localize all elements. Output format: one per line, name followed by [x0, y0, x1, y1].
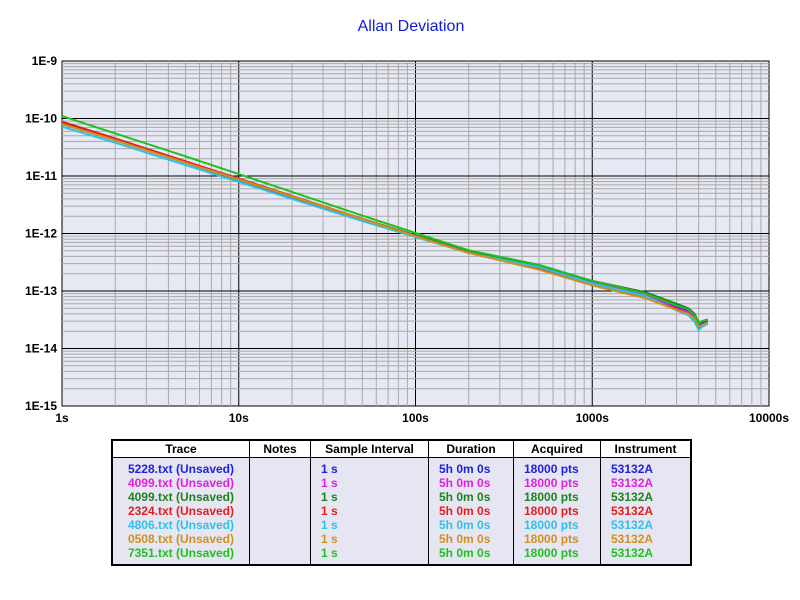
legend-interval-cell: 1 s	[310, 546, 429, 565]
legend-body: 5228.txt (Unsaved) 1 s 5h 0m 0s 18000 pts 53…	[112, 457, 691, 565]
series-line-4	[61, 125, 709, 331]
legend-row: 4099.txt (Unsaved) 1 s 5h 0m 0s 18000 pts 53…	[112, 490, 691, 504]
legend-trace-cell: 4099.txt (Unsaved)	[112, 476, 250, 490]
legend-duration-cell: 5h 0m 0s	[428, 532, 514, 546]
y-tick-label: 1E-13	[25, 284, 57, 298]
y-tick-label: 1E-12	[25, 227, 57, 241]
y-tick-labels: 1E-9 1E-10 1E-11 1E-12 1E-13 1E-14 1E-15	[25, 54, 57, 413]
x-tick-label: 10s	[229, 411, 249, 425]
header-acquired: Acquired	[513, 440, 601, 458]
series-line-5	[61, 123, 709, 328]
legend-acquired-cell: 18000 pts	[513, 490, 601, 504]
x-tick-label: 1000s	[576, 411, 610, 425]
legend-acquired-cell: 18000 pts	[513, 457, 601, 476]
legend-interval-cell: 1 s	[310, 532, 429, 546]
legend-acquired-cell: 18000 pts	[513, 546, 601, 565]
y-tick-label: 1E-11	[26, 169, 58, 183]
legend-interval-cell: 1 s	[310, 490, 429, 504]
legend-trace-cell: 2324.txt (Unsaved)	[112, 504, 250, 518]
legend-instrument-cell: 53132A	[611, 532, 654, 546]
legend-notes-cell	[249, 457, 311, 476]
legend-row: 2324.txt (Unsaved) 1 s 5h 0m 0s 18000 pts 53…	[112, 504, 691, 518]
header-notes: Notes	[249, 440, 311, 458]
series-group	[61, 115, 709, 331]
chart-title: Allan Deviation	[357, 18, 465, 35]
legend-instrument-cell: 53132A	[611, 462, 654, 476]
header-sample-interval: Sample Interval	[310, 440, 429, 458]
legend-duration-cell: 5h 0m 0s	[428, 457, 514, 476]
legend-notes-cell	[249, 476, 311, 490]
legend-instrument-cell: 53132A	[611, 490, 654, 504]
trace-legend-table: Trace Notes Sample Interval Duration Acq…	[111, 439, 692, 566]
legend-interval-cell: 1 s	[310, 476, 429, 490]
legend-acquired-cell: 18000 pts	[513, 476, 601, 490]
header-duration: Duration	[428, 440, 514, 458]
y-tick-label: 1E-10	[25, 112, 57, 126]
y-tick-label: 1E-15	[25, 399, 57, 413]
legend-instrument-cell: 53132A	[611, 476, 654, 490]
legend-duration-cell: 5h 0m 0s	[428, 518, 514, 532]
grid-lines	[62, 61, 769, 406]
legend-interval-cell: 1 s	[310, 457, 429, 476]
legend-notes-cell	[249, 532, 311, 546]
legend-trace-cell: 4099.txt (Unsaved)	[112, 490, 250, 504]
legend-notes-cell	[249, 504, 311, 518]
legend-trace-cell: 7351.txt (Unsaved)	[112, 546, 250, 565]
x-tick-label: 1s	[55, 411, 69, 425]
legend-row: 5228.txt (Unsaved) 1 s 5h 0m 0s 18000 pts 53…	[112, 457, 691, 476]
legend-interval-cell: 1 s	[310, 504, 429, 518]
legend-acquired-cell: 18000 pts	[513, 518, 601, 532]
x-tick-label: 10000s	[749, 411, 789, 425]
legend-instrument-cell: 53132A	[611, 546, 654, 560]
legend-row: 4099.txt (Unsaved) 1 s 5h 0m 0s 18000 pts 53…	[112, 476, 691, 490]
allan-deviation-chart: 1E-9 1E-10 1E-11 1E-12 1E-13 1E-14 1E-15 1s 10s…	[25, 54, 789, 425]
legend-duration-cell: 5h 0m 0s	[428, 546, 514, 565]
legend-duration-cell: 5h 0m 0s	[428, 476, 514, 490]
legend-duration-cell: 5h 0m 0s	[428, 490, 514, 504]
x-tick-labels: 1s 10s 100s 1000s 10000s	[55, 411, 789, 425]
header-instrument: Instrument	[600, 440, 691, 458]
legend-acquired-cell: 18000 pts	[513, 532, 601, 546]
legend-trace-cell: 0508.txt (Unsaved)	[112, 532, 250, 546]
x-tick-label: 100s	[402, 411, 429, 425]
y-tick-label: 1E-9	[32, 54, 58, 68]
y-tick-label: 1E-14	[25, 342, 57, 356]
legend-trace-cell: 4806.txt (Unsaved)	[112, 518, 250, 532]
legend-interval-cell: 1 s	[310, 518, 429, 532]
legend-notes-cell	[249, 518, 311, 532]
legend-notes-cell	[249, 546, 311, 565]
legend-duration-cell: 5h 0m 0s	[428, 504, 514, 518]
series-line-6	[61, 115, 708, 325]
header-trace: Trace	[112, 440, 250, 458]
legend-row: 0508.txt (Unsaved) 1 s 5h 0m 0s 18000 pts 53…	[112, 532, 691, 546]
legend-instrument-cell: 53132A	[611, 504, 654, 518]
legend-notes-cell	[249, 490, 311, 504]
legend-instrument-cell: 53132A	[611, 518, 654, 532]
legend-row: 4806.txt (Unsaved) 1 s 5h 0m 0s 18000 pts 53…	[112, 518, 691, 532]
legend-header-row: Trace Notes Sample Interval Duration Acq…	[112, 440, 691, 458]
legend-row: 7351.txt (Unsaved) 1 s 5h 0m 0s 18000 pts 53…	[112, 546, 691, 565]
legend-trace-cell: 5228.txt (Unsaved)	[112, 457, 250, 476]
legend-acquired-cell: 18000 pts	[513, 504, 601, 518]
